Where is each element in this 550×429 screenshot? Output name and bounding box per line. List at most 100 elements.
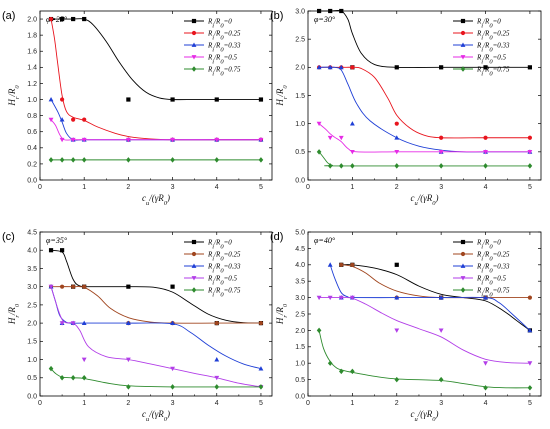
legend-label: Ri/R0=0.33 (207, 263, 241, 275)
legend-item-2: Ri/R0=0.33 (453, 263, 510, 275)
data-point (214, 357, 220, 362)
data-point (59, 117, 65, 122)
legend-marker (191, 55, 197, 60)
legend-marker (191, 251, 197, 257)
legend-item-0: Ri/R0=0 (184, 239, 232, 251)
data-point (170, 384, 175, 390)
series-line (319, 66, 530, 139)
x-tick-label: 1 (82, 400, 86, 407)
y-tick-label: 1.8 (27, 33, 37, 40)
x-tick-label: 4 (215, 184, 219, 191)
data-point (125, 320, 131, 326)
data-point (59, 157, 65, 163)
x-tick-label: 3 (171, 400, 175, 407)
legend-label: Ri/R0=0.5 (476, 275, 507, 287)
series-4 (316, 327, 533, 391)
y-tick-label: 2.0 (295, 328, 305, 335)
series-line (50, 249, 261, 324)
data-point (258, 137, 264, 143)
series-line (50, 119, 261, 141)
data-point (438, 328, 444, 333)
data-point (527, 327, 533, 333)
data-point (438, 163, 444, 169)
panel-label: (a) (2, 10, 15, 22)
legend-label: Ri/R0=0.5 (207, 54, 238, 66)
data-point (349, 295, 355, 301)
legend-label: Ri/R0=0 (476, 239, 501, 251)
y-tick-label: 0.0 (27, 177, 37, 184)
data-point (394, 135, 400, 140)
data-point (316, 121, 322, 127)
y-tick-label: 2.5 (295, 37, 305, 44)
plot-frame (39, 231, 273, 397)
data-point (170, 97, 175, 102)
legend-item-1: Ri/R0=0.25 (453, 251, 510, 262)
legend-marker (460, 66, 466, 72)
legend-item-3: Ri/R0=0.5 (184, 275, 238, 286)
legend-marker (460, 251, 466, 257)
data-point (48, 16, 54, 22)
y-tick-label: 0.0 (27, 393, 37, 400)
data-point (483, 65, 488, 70)
x-tick-label: 4 (484, 184, 488, 191)
data-point (70, 157, 76, 163)
legend-label: Ri/R0=0.33 (476, 263, 510, 275)
x-tick-label: 3 (439, 400, 443, 407)
data-point (125, 137, 131, 143)
y-axis-label: Hr/R0 (7, 85, 21, 107)
data-point (82, 117, 87, 122)
data-point (126, 157, 131, 163)
data-point (82, 16, 87, 22)
data-point (439, 65, 444, 70)
data-point (71, 16, 76, 22)
legend-marker (191, 276, 197, 281)
y-tick-label: 1.5 (27, 339, 37, 346)
series-line (319, 9, 530, 68)
data-point (214, 384, 220, 390)
data-point (338, 368, 344, 375)
x-tick-label: 4 (484, 400, 488, 407)
legend-label: Ri/R0=0 (207, 239, 232, 251)
series-3 (316, 295, 533, 366)
data-point (59, 321, 65, 326)
x-tick-label: 2 (395, 184, 399, 191)
data-point (170, 320, 175, 326)
data-point (338, 295, 344, 301)
y-tick-label: 0.0 (295, 393, 305, 400)
data-point (126, 284, 131, 289)
x-tick-label: 5 (528, 400, 532, 407)
series-line (50, 368, 261, 388)
data-point (350, 163, 355, 169)
panel-label: (c) (2, 231, 15, 243)
data-point (394, 376, 400, 383)
legend-item-2: Ri/R0=0.33 (184, 263, 241, 275)
x-tick-label: 1 (82, 184, 86, 191)
data-point (394, 121, 399, 126)
data-point (483, 295, 488, 300)
legend-marker (191, 66, 197, 72)
series-3 (316, 121, 533, 155)
data-point (214, 137, 220, 143)
y-tick-label: 4.0 (27, 248, 37, 255)
data-point (59, 97, 65, 102)
data-point (339, 262, 344, 267)
data-point (350, 368, 355, 375)
data-point (394, 295, 400, 300)
x-tick-label: 0 (306, 184, 310, 191)
series-line (341, 264, 531, 331)
x-tick-label: 5 (528, 184, 532, 191)
legend-item-3: Ri/R0=0.5 (453, 275, 507, 287)
legend-marker (460, 30, 466, 36)
series-3 (48, 284, 264, 390)
legend-item-0: Ri/R0=0 (184, 18, 232, 29)
data-point (59, 284, 65, 289)
y-tick-label: 0.5 (295, 377, 305, 384)
y-tick-label: 0.5 (295, 149, 305, 156)
data-point (338, 64, 344, 70)
legend-label: Ri/R0=0.33 (207, 42, 241, 54)
legend-item-3: Ri/R0=0.5 (453, 54, 507, 65)
series-line (318, 330, 530, 389)
legend-marker (191, 287, 197, 293)
data-point (71, 284, 76, 289)
data-point (483, 361, 488, 366)
